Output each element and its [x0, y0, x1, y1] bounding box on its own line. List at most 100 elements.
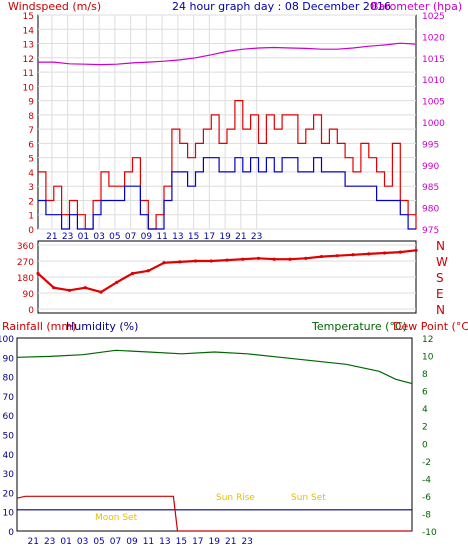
y-right-tick-label: 4 [422, 405, 428, 415]
x-tick-label: 15 [188, 232, 199, 242]
wind-direction-point [351, 253, 355, 257]
wind-direction-line [37, 249, 417, 294]
y-left-tick-label: 7 [28, 126, 34, 136]
x-tick-label: 15 [176, 537, 187, 547]
wind-direction-point [67, 288, 72, 292]
y-right-tick-label: 8 [422, 370, 428, 380]
y-left-tick-label: 4 [28, 169, 34, 179]
x-tick-label: 21 [28, 537, 39, 547]
wind-direction-point [272, 257, 276, 261]
y-right-tick-label: 6 [422, 388, 428, 398]
graph-title: 24 hour graph day : 08 December 2016 [172, 0, 391, 13]
y-tick-label: 180 [17, 274, 34, 284]
x-tick-label: 01 [78, 232, 89, 242]
x-tick-label: 23 [62, 232, 73, 242]
compass-n-bottom: N [436, 303, 445, 317]
wind-direction-point [52, 286, 56, 290]
y-left-tick-label: 100 [0, 335, 14, 345]
y-tick-label: 0 [28, 306, 34, 316]
wind-direction-point [146, 269, 150, 273]
y-tick-label: 270 [17, 258, 34, 268]
dewpoint-label: Dew Point (°C) [393, 320, 468, 333]
windspeed-axis-label: Windspeed (m/s) [8, 0, 101, 13]
y-left-tick-label: 20 [3, 489, 15, 499]
barometer-series-line [38, 42, 417, 66]
y-right-tick-label: 985 [422, 183, 439, 193]
x-tick-label: 09 [126, 537, 138, 547]
y-right-tick-label: 10 [422, 353, 434, 363]
sun-rise-label: Sun Rise [216, 493, 255, 503]
y-left-tick-label: 8 [28, 112, 34, 122]
y-left-tick-label: 15 [23, 12, 34, 22]
wind-direction-point [193, 259, 198, 263]
compass-s: S [436, 271, 444, 285]
y-right-tick-label: 2 [422, 423, 428, 433]
x-tick-label: 13 [159, 537, 170, 547]
x-tick-label: 01 [60, 537, 71, 547]
rainfall-label: Rainfall (mm) [2, 320, 76, 333]
wind-direction-point [162, 261, 166, 265]
x-tick-label: 21 [225, 537, 236, 547]
barometer-axis-label: Barometer (hpa) [371, 0, 462, 13]
wind-direction-point [256, 256, 261, 260]
y-right-tick-label: 980 [422, 205, 439, 215]
temperature-label: Temperature (°C) [311, 320, 407, 333]
temperature-chart-layer: 0102030405060708090100-10-8-6-4-20246810… [0, 335, 437, 547]
x-tick-label: 17 [192, 537, 203, 547]
wind-direction-point [225, 258, 229, 262]
y-left-tick-label: 2 [28, 197, 34, 207]
y-right-tick-label: 1010 [422, 76, 445, 86]
temp-panel-frame [16, 337, 413, 532]
y-right-tick-label: -6 [422, 493, 431, 503]
wind-direction-point [319, 254, 324, 259]
compass-n-top: N [436, 239, 445, 253]
y-right-tick-label: 1025 [422, 12, 445, 22]
y-left-tick-label: 80 [3, 374, 15, 384]
y-right-tick-label: -4 [422, 475, 431, 485]
y-right-tick-label: 1005 [422, 98, 445, 108]
y-left-tick-label: 12 [23, 55, 34, 65]
x-tick-label: 05 [93, 537, 104, 547]
x-tick-label: 23 [251, 232, 262, 242]
y-left-tick-label: 13 [23, 41, 34, 51]
y-tick-label: 90 [23, 290, 35, 300]
wind-direction-point [367, 252, 371, 256]
x-tick-label: 13 [172, 232, 183, 242]
wind-direction-point [115, 280, 119, 284]
wind-direction-point [36, 271, 40, 276]
x-tick-label: 07 [110, 537, 121, 547]
y-left-tick-label: 0 [28, 226, 34, 236]
y-right-tick-label: 1020 [422, 33, 445, 43]
x-tick-label: 07 [125, 232, 136, 242]
wind-direction-point [288, 257, 292, 261]
wind-direction-point [382, 251, 387, 255]
wind-direction-point [178, 260, 182, 264]
x-tick-label: 09 [141, 232, 153, 242]
wind-direction-point [83, 286, 87, 290]
y-right-tick-label: -2 [422, 458, 431, 468]
wind-direction-point [398, 250, 402, 254]
y-right-tick-label: -10 [422, 528, 437, 538]
x-tick-label: 23 [241, 537, 252, 547]
y-left-tick-label: 30 [3, 470, 15, 480]
y-tick-label: 360 [17, 242, 34, 252]
x-tick-label: 03 [77, 537, 88, 547]
wind-chart-layer: 0123456789101112131415975980985990995100… [23, 12, 446, 242]
y-left-tick-label: 60 [3, 412, 15, 422]
gust_avg-series-line [38, 157, 416, 230]
temperature-series-line [16, 349, 413, 385]
y-right-tick-label: 990 [422, 162, 439, 172]
wind-direction-point [130, 271, 135, 276]
y-left-tick-label: 70 [3, 393, 15, 403]
x-tick-label: 05 [109, 232, 120, 242]
y-right-tick-label: 995 [422, 140, 439, 150]
wind-direction-point [241, 257, 245, 261]
y-left-tick-label: 5 [28, 155, 34, 165]
x-tick-label: 17 [204, 232, 215, 242]
rain-series-line [16, 495, 412, 532]
y-right-tick-label: 1015 [422, 55, 445, 65]
x-tick-label: 21 [46, 232, 57, 242]
humidity-label: Humidity (%) [66, 320, 138, 333]
y-left-tick-label: 6 [28, 140, 34, 150]
wind-direction-point [99, 290, 103, 294]
